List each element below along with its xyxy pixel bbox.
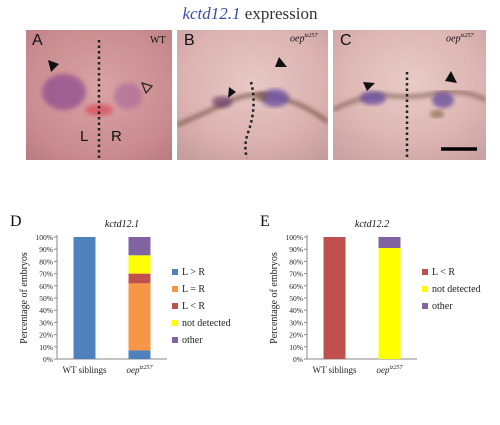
panel-b-genotype: oeptz257 — [290, 33, 317, 44]
chart-d-legend-swatch — [172, 320, 178, 326]
chart-d-bar — [128, 237, 151, 256]
chart-d-ylabel: Percentage of embryos — [19, 252, 30, 344]
chart-e-legend-swatch — [422, 303, 428, 309]
panel-b-genotype-name: oep — [290, 33, 305, 45]
figure-title: kctd12.1 expression — [0, 4, 500, 24]
chart-d-legend-label: L < R — [182, 301, 205, 312]
panel-label-b: B — [184, 32, 195, 49]
chart-e-ytick-label: 40% — [289, 306, 303, 315]
chart-d-xtick-label-text: WT siblings — [62, 365, 107, 375]
embryo-photo-a — [26, 30, 172, 160]
chart-e-legend-label: L < R — [432, 267, 455, 278]
title-suffix: expression — [240, 4, 318, 23]
chart-d-bar — [128, 255, 151, 274]
embryo-photo-b — [177, 30, 328, 160]
chart-d-ytick-label: 0% — [43, 355, 53, 364]
chart-e-legend-swatch — [422, 286, 428, 292]
chart-e-xtick-label: oeptz257 — [376, 365, 403, 375]
chart-d-legend-swatch — [172, 286, 178, 292]
title-gene: kctd12.1 — [182, 4, 241, 23]
chart-d-panel-label: D — [10, 213, 22, 230]
photo-panel-a — [26, 30, 172, 160]
photo-panel-b — [177, 30, 328, 160]
panel-a-genotype: WT — [150, 35, 166, 46]
chart-d-xtick-label: WT siblings — [62, 365, 107, 375]
chart-d-ytick-label: 60% — [39, 282, 53, 291]
chart-e-ytick-label: 60% — [289, 282, 303, 291]
chart-e-xtick-label: WT siblings — [312, 365, 357, 375]
chart-d-ytick-label: 90% — [39, 245, 53, 254]
chart-d-ytick-label: 30% — [39, 318, 53, 327]
chart-d-ytick-label: 20% — [39, 331, 53, 340]
embryo-photo-c — [333, 30, 486, 160]
chart-e-ytick-label: 50% — [289, 294, 303, 303]
chart-d-ytick-label: 70% — [39, 270, 53, 279]
chart-e-legend-label: not detected — [432, 284, 481, 295]
chart-e-ytick-label: 90% — [289, 245, 303, 254]
chart-d-bar — [73, 237, 96, 359]
chart-d-xtick-label-text: oep — [126, 365, 139, 375]
photo-panel-c — [333, 30, 486, 160]
panel-c-genotype: oeptz257 — [446, 33, 473, 44]
panel-c-genotype-name: oep — [446, 33, 461, 45]
chart-e-ytick-label: 70% — [289, 270, 303, 279]
chart-e-ytick-label: 20% — [289, 331, 303, 340]
chart-d-bar — [128, 283, 151, 351]
chart-e-ytick-label: 30% — [289, 318, 303, 327]
chart-e-xtick-label-text: oep — [376, 365, 389, 375]
chart-e-bar — [378, 247, 401, 359]
chart-d-ytick-label: 40% — [39, 306, 53, 315]
chart-d-ytick-label: 100% — [36, 233, 54, 242]
chart-d-bar — [128, 273, 151, 284]
chart-d-xtick-label: oeptz257 — [126, 365, 153, 375]
chart-d-ytick-label: 50% — [39, 294, 53, 303]
chart-e-xtick-label-text: WT siblings — [312, 365, 357, 375]
chart-e-ytick-label: 0% — [293, 355, 303, 364]
chart-e-panel-label: E — [260, 213, 270, 230]
chart-d-legend-swatch — [172, 337, 178, 343]
chart-e-xtick-label-sup: tz257 — [389, 365, 403, 371]
chart-d-legend-label: other — [182, 335, 203, 346]
chart-e-legend-swatch — [422, 269, 428, 275]
chart-d-legend-swatch — [172, 303, 178, 309]
chart-d-bar — [128, 350, 151, 359]
chart-e-ytick-label: 10% — [289, 343, 303, 352]
chart-e-ytick-label: 80% — [289, 257, 303, 266]
panel-c-genotype-allele: tz257 — [460, 33, 474, 39]
chart-d-ytick-label: 80% — [39, 257, 53, 266]
panel-b-genotype-allele: tz257 — [304, 33, 318, 39]
panel-label-a: A — [32, 32, 43, 49]
chart-e-legend-label: other — [432, 301, 453, 312]
left-mark: L — [80, 128, 89, 145]
panel-label-c: C — [340, 32, 352, 49]
chart-d-legend-swatch — [172, 269, 178, 275]
chart-d-legend-label: L > R — [182, 267, 205, 278]
chart-e-title: kctd12.2 — [355, 219, 389, 230]
chart-d-legend-label: L = R — [182, 284, 205, 295]
chart-d-title: kctd12.1 — [105, 219, 139, 230]
chart-e-bar — [378, 237, 401, 248]
chart-e-ylabel: Percentage of embryos — [269, 252, 280, 344]
chart-e-bar — [323, 237, 346, 359]
chart-d-legend-label: not detected — [182, 318, 231, 329]
chart-e-ytick-label: 100% — [286, 233, 304, 242]
right-mark: R — [111, 128, 122, 145]
chart-d-xtick-label-sup: tz257 — [139, 365, 153, 371]
chart-d-ytick-label: 10% — [39, 343, 53, 352]
